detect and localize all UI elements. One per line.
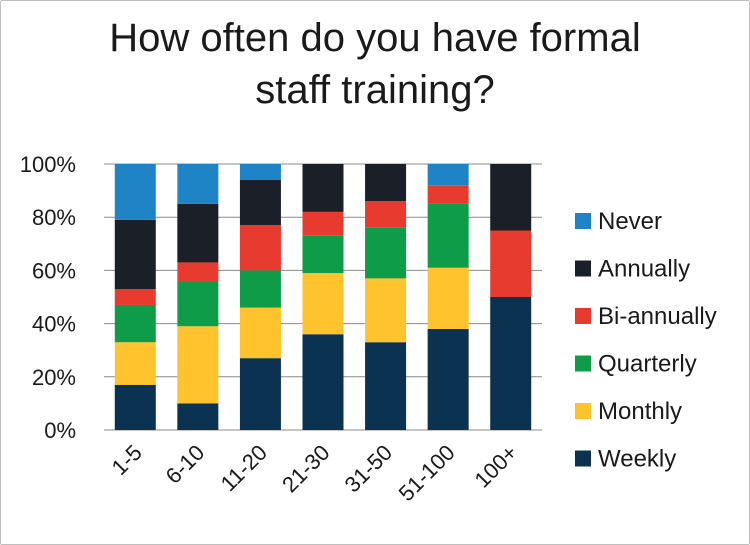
x-tick-label: 11-20: [216, 440, 272, 496]
bar-segment-annually-21-30: [302, 164, 344, 212]
legend-label-bi-annually: Bi-annually: [598, 303, 717, 330]
legend-swatch-monthly: [575, 403, 591, 419]
bar-segment-weekly-1-5: [114, 384, 156, 430]
legend-label-monthly: Monthly: [598, 398, 682, 425]
bar-segment-quarterly-51-100: [427, 203, 469, 268]
bar-segment-never-51-100: [427, 164, 469, 186]
x-tick-label: 1-5: [107, 440, 147, 480]
legend-swatch-weekly: [575, 450, 591, 467]
bars: [114, 164, 532, 430]
x-tick-label: 21-30: [277, 440, 334, 497]
bar-segment-annually-31-50: [365, 164, 407, 202]
bar-segment-never-11-20: [239, 164, 281, 180]
x-tick-label: 100+: [470, 440, 523, 493]
y-tick-label: 60%: [32, 258, 76, 283]
x-tick-label: 31-50: [340, 440, 397, 497]
bar-segment-annually-100+: [490, 164, 532, 231]
y-tick-label: 40%: [32, 312, 76, 337]
bar-segment-weekly-51-100: [427, 328, 469, 430]
bar-segment-weekly-6-10: [177, 403, 219, 430]
chart-title-line-1: How often do you have formal: [109, 16, 641, 60]
x-tick-label: 51-100: [394, 440, 460, 506]
bar-segment-weekly-100+: [490, 297, 532, 430]
bar-segment-weekly-21-30: [302, 334, 344, 430]
bar-segment-weekly-11-20: [239, 358, 281, 430]
bar-segment-annually-11-20: [239, 179, 281, 226]
y-tick-label: 80%: [32, 205, 76, 230]
legend-swatch-annually: [575, 260, 591, 277]
bar-segment-bi-annually-6-10: [177, 262, 219, 282]
legend-swatch-bi-annually: [575, 308, 591, 324]
bar-segment-bi-annually-1-5: [114, 289, 156, 305]
legend-label-never: Never: [598, 208, 662, 235]
bar-segment-weekly-31-50: [365, 342, 407, 430]
y-tick-label: 100%: [20, 152, 76, 177]
bar-segment-bi-annually-11-20: [239, 225, 281, 271]
bar-segment-bi-annually-21-30: [302, 211, 344, 236]
bar-segment-bi-annually-100+: [490, 230, 532, 297]
legend-label-quarterly: Quarterly: [598, 351, 697, 378]
chart-title: How often do you have formal staff train…: [0, 12, 750, 116]
bar-segment-quarterly-21-30: [302, 235, 344, 274]
bar-segment-bi-annually-51-100: [427, 185, 469, 204]
legend-label-annually: Annually: [598, 256, 690, 283]
legend-swatch-quarterly: [575, 355, 591, 372]
chart-title-line-2: staff training?: [255, 68, 495, 112]
legend: Never Annually Bi-annually Quarterly Monthly…: [575, 208, 717, 473]
bar-segment-monthly-21-30: [302, 273, 344, 335]
legend-swatch-never: [575, 213, 591, 229]
bar-segment-quarterly-31-50: [365, 227, 407, 279]
bar-segment-never-1-5: [114, 164, 156, 220]
x-tick-label: 6-10: [161, 440, 210, 489]
bar-segment-annually-6-10: [177, 203, 219, 263]
bar-segment-monthly-51-100: [427, 267, 469, 329]
legend-label-weekly: Weekly: [598, 446, 676, 473]
bar-segment-monthly-31-50: [365, 278, 407, 343]
bar-segment-monthly-6-10: [177, 326, 219, 404]
bar-segment-bi-annually-31-50: [365, 201, 407, 228]
bar-segment-quarterly-6-10: [177, 281, 219, 327]
bar-segment-quarterly-1-5: [114, 304, 156, 343]
bar-segment-monthly-1-5: [114, 342, 156, 385]
bar-segment-quarterly-11-20: [239, 270, 281, 308]
y-axis-tick-labels: 0% 20% 40% 60% 80% 100%: [20, 152, 76, 443]
bar-segment-monthly-11-20: [239, 307, 281, 359]
bar-segment-never-6-10: [177, 164, 219, 204]
y-tick-label: 20%: [32, 365, 76, 390]
y-tick-label: 0%: [44, 418, 76, 443]
bar-segment-annually-1-5: [114, 219, 156, 290]
